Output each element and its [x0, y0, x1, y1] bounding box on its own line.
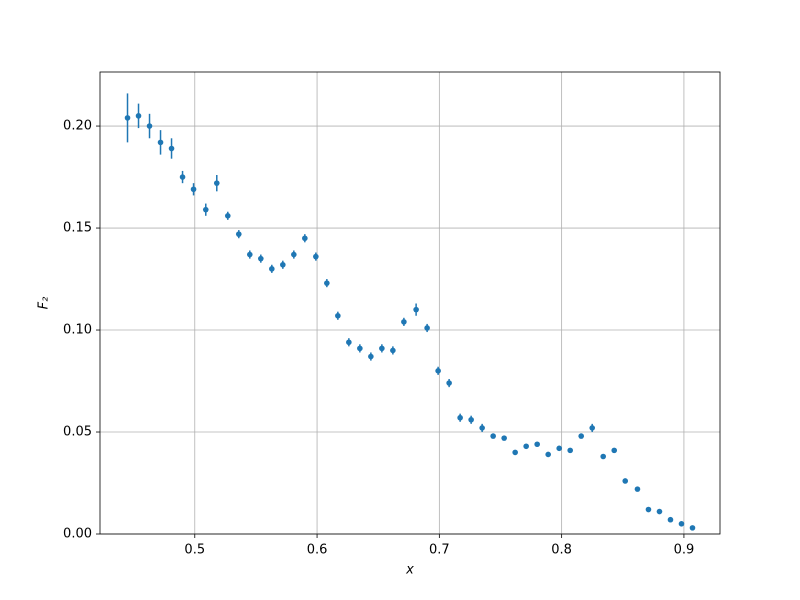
data-point — [468, 416, 474, 423]
data-point — [302, 235, 308, 242]
y-tick-label: 0.05 — [63, 425, 92, 440]
data-point — [534, 441, 540, 448]
data-point — [179, 174, 186, 180]
data-point — [280, 261, 286, 268]
x-tick-label: 0.5 — [184, 543, 205, 558]
data-point — [435, 368, 441, 374]
x-tick-label: 0.7 — [429, 543, 450, 558]
data-point — [190, 186, 197, 193]
data-point — [622, 478, 629, 484]
data-point — [656, 508, 663, 515]
data-point — [523, 443, 529, 450]
data-point — [545, 451, 551, 458]
data-point — [258, 255, 264, 262]
data-point — [291, 251, 297, 258]
data-point — [168, 145, 175, 152]
y-tick-label: 0.10 — [63, 323, 92, 338]
data-point — [357, 345, 363, 352]
data-point — [135, 113, 142, 119]
data-point — [556, 445, 562, 452]
data-point — [335, 312, 341, 319]
data-point — [313, 253, 319, 260]
data-point — [346, 339, 352, 346]
y-tick-label: 0.15 — [63, 221, 92, 236]
data-point — [213, 180, 220, 186]
data-point — [457, 414, 463, 421]
data-point — [324, 280, 330, 286]
data-point — [589, 425, 596, 431]
data-point — [247, 251, 253, 258]
data-point — [578, 433, 585, 439]
data-point — [146, 123, 153, 129]
data-point — [667, 516, 674, 523]
data-point — [124, 115, 131, 121]
data-point — [202, 206, 209, 213]
x-tick-label: 0.6 — [307, 543, 328, 558]
data-point — [424, 325, 430, 331]
data-point — [689, 525, 696, 531]
data-point — [645, 506, 652, 513]
data-point — [269, 266, 275, 272]
data-point — [501, 435, 507, 441]
data-point — [512, 449, 518, 456]
y-axis-label: F₂ — [37, 297, 52, 310]
data-point — [634, 486, 641, 492]
y-tick-label: 0.20 — [63, 119, 92, 134]
data-point — [600, 453, 607, 460]
data-point — [446, 380, 452, 386]
data-point — [390, 347, 396, 354]
y-tick-label: 0.00 — [63, 527, 92, 542]
data-point — [479, 425, 485, 431]
data-point — [490, 433, 496, 439]
data-point — [567, 447, 573, 454]
data-point — [379, 345, 385, 352]
x-tick-label: 0.9 — [674, 543, 695, 558]
data-point — [401, 319, 407, 325]
data-point — [413, 306, 419, 313]
data-point — [678, 521, 685, 527]
x-axis-label: x — [405, 563, 414, 578]
data-point — [224, 213, 231, 219]
data-point — [157, 139, 164, 146]
plot-frame — [99, 71, 721, 535]
data-point — [235, 231, 242, 237]
data-point — [368, 353, 374, 360]
x-tick-label: 0.8 — [551, 543, 572, 558]
data-point — [611, 447, 618, 454]
